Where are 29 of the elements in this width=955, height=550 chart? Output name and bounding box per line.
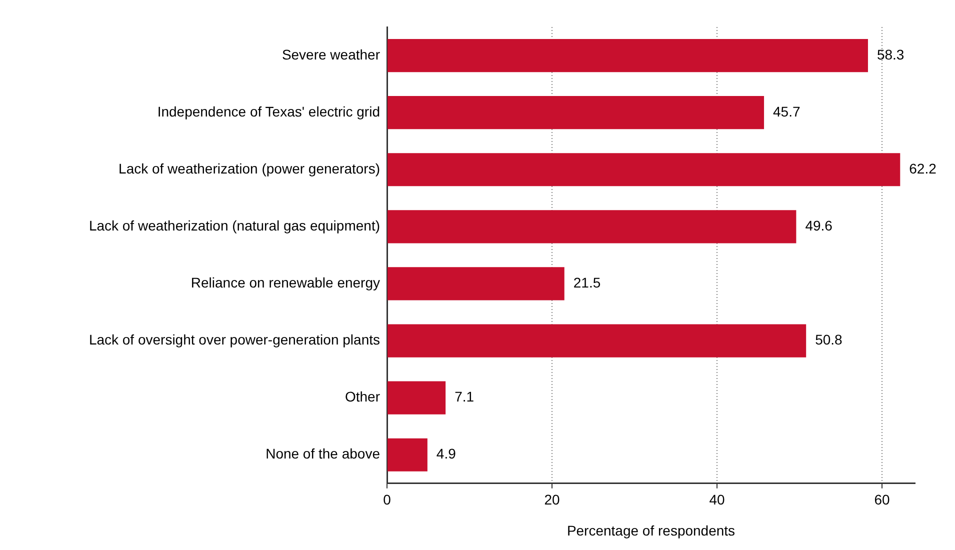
x-tick-label: 0 — [383, 492, 392, 508]
x-tick-label: 20 — [544, 492, 560, 508]
bar — [388, 438, 428, 472]
x-tick-label: 40 — [709, 492, 725, 508]
x-axis-title: Percentage of respondents — [566, 522, 736, 538]
y-tick-label: Lack of oversight over power-generation plants — [88, 332, 380, 348]
y-tick-label: Lack of weatherization (power generators) — [118, 160, 380, 176]
data-label: 58.3 — [876, 46, 904, 62]
x-tick-label: 60 — [874, 492, 890, 508]
data-label: 4.9 — [436, 446, 456, 462]
y-tick-label: Independence of Texas' electric grid — [157, 103, 380, 120]
data-label: 45.7 — [773, 103, 800, 120]
bar — [388, 210, 796, 244]
bar — [388, 153, 900, 186]
bar — [388, 381, 446, 414]
y-tick-label: Severe weather — [282, 46, 380, 62]
data-label: 21.5 — [573, 274, 601, 291]
bar — [388, 267, 564, 300]
bar — [388, 38, 868, 72]
bar — [388, 324, 806, 358]
data-label: 62.2 — [909, 160, 937, 176]
y-tick-label: Other — [344, 388, 380, 405]
data-label: 7.1 — [454, 388, 474, 405]
data-label: 50.8 — [815, 332, 843, 348]
y-tick-label: Lack of weatherization (natural gas equipment) — [88, 218, 380, 234]
y-tick-label: Reliance on renewable energy — [190, 274, 380, 291]
bar — [388, 96, 764, 130]
y-tick-label: None of the above — [266, 446, 380, 462]
data-label: 49.6 — [805, 218, 833, 234]
